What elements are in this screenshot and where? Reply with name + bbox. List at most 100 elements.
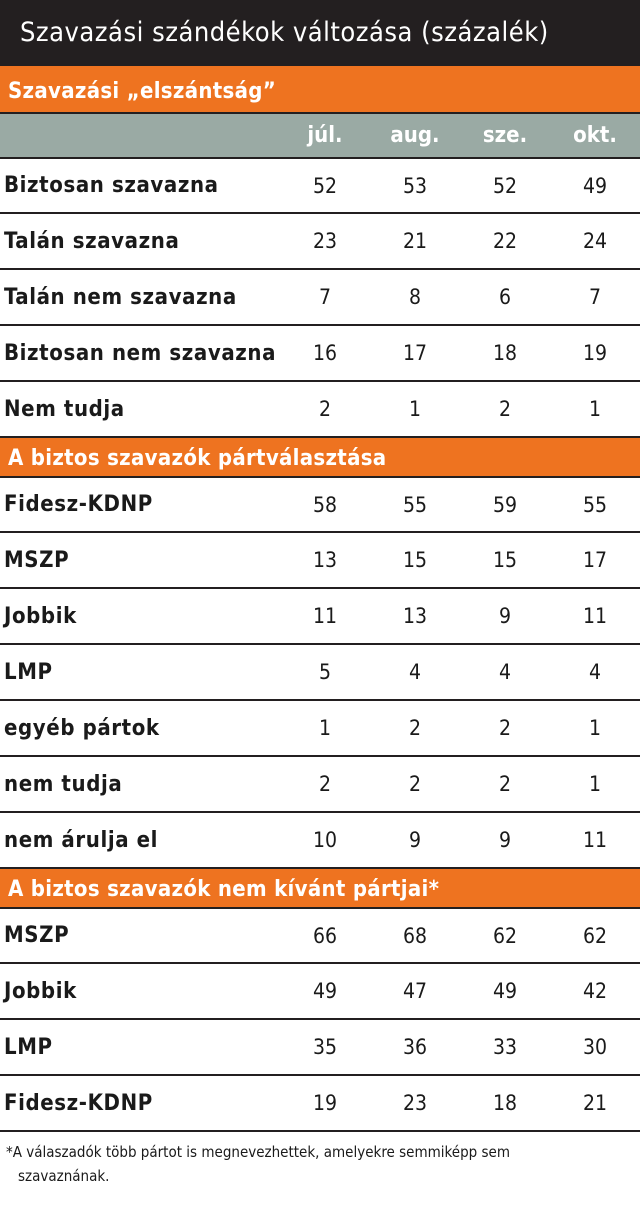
footnote-line-1: *A válaszadók több pártot is megnevezhet… xyxy=(6,1143,511,1161)
row-value-sze: 2 xyxy=(498,716,512,740)
section-party-choice: Fidesz-KDNP 58 55 59 55 MSZP 13 15 15 17 Jobbik 11 1… xyxy=(0,478,640,869)
table-row: Fidesz-KDNP 19 23 18 21 xyxy=(0,1076,640,1132)
row-label: LMP xyxy=(4,1034,53,1060)
column-header-jul: júl. xyxy=(307,123,343,148)
row-value-okt: 19 xyxy=(582,341,608,365)
row-value-aug: 23 xyxy=(402,1091,428,1115)
row-label: Talán nem szavazna xyxy=(4,284,237,310)
row-value-sze: 18 xyxy=(492,341,518,365)
table-row: nem tudja 2 2 2 1 xyxy=(0,757,640,813)
row-value-jul: 2 xyxy=(318,397,332,421)
row-value-okt: 21 xyxy=(582,1091,608,1115)
row-value-jul: 52 xyxy=(312,173,338,198)
row-value-aug: 2 xyxy=(408,716,422,740)
row-value-sze: 33 xyxy=(492,1035,518,1059)
section-bar-party-choice: A biztos szavazók pártválasztása xyxy=(0,438,640,478)
row-label: MSZP xyxy=(4,923,70,948)
row-value-jul: 11 xyxy=(312,604,338,628)
row-label: Biztosan szavazna xyxy=(4,173,219,198)
table-row: LMP 35 36 33 30 xyxy=(0,1020,640,1076)
row-value-okt: 17 xyxy=(582,548,608,572)
row-value-sze: 59 xyxy=(492,492,518,517)
footnote: *A válaszadók több pártot is megnevezhet… xyxy=(0,1132,640,1188)
row-value-jul: 66 xyxy=(312,923,338,948)
row-value-jul: 10 xyxy=(312,828,338,852)
row-value-sze: 52 xyxy=(492,173,518,198)
row-value-jul: 35 xyxy=(312,1035,338,1059)
table-row: Nem tudja 2 1 2 1 xyxy=(0,382,640,438)
row-value-sze: 4 xyxy=(498,660,512,684)
row-value-aug: 21 xyxy=(402,229,428,253)
row-value-aug: 47 xyxy=(402,979,428,1003)
row-label: egyéb pártok xyxy=(4,715,160,741)
row-value-aug: 1 xyxy=(408,397,422,421)
row-value-okt: 11 xyxy=(582,828,608,852)
row-value-aug: 8 xyxy=(408,285,422,309)
row-value-okt: 30 xyxy=(582,1035,608,1059)
row-value-aug: 53 xyxy=(402,173,428,198)
section-bar-unwanted-parties: A biztos szavazók nem kívánt pártjai* xyxy=(0,869,640,909)
row-value-sze: 2 xyxy=(498,772,512,796)
table-row: Talán szavazna 23 21 22 24 xyxy=(0,214,640,270)
table-row: MSZP 13 15 15 17 xyxy=(0,533,640,589)
row-value-jul: 58 xyxy=(312,492,338,517)
row-value-sze: 22 xyxy=(492,229,518,253)
section-bar-determination: Szavazási „elszántság” xyxy=(0,66,640,114)
row-label: Talán szavazna xyxy=(4,228,180,254)
row-label: LMP xyxy=(4,659,53,685)
row-value-jul: 16 xyxy=(312,341,338,365)
row-value-sze: 9 xyxy=(498,828,512,852)
row-value-sze: 49 xyxy=(492,979,518,1003)
row-value-okt: 62 xyxy=(582,923,608,948)
row-value-jul: 23 xyxy=(312,229,338,253)
row-value-sze: 18 xyxy=(492,1091,518,1115)
row-value-sze: 2 xyxy=(498,397,512,421)
row-value-okt: 1 xyxy=(588,397,602,421)
table-row: Jobbik 49 47 49 42 xyxy=(0,964,640,1020)
row-value-jul: 1 xyxy=(318,716,332,740)
column-header-okt: okt. xyxy=(573,123,617,148)
row-value-jul: 2 xyxy=(318,772,332,796)
title-bar: Szavazási szándékok változása (százalék) xyxy=(0,0,640,66)
column-header-row: júl. aug. sze. okt. xyxy=(0,114,640,159)
row-value-jul: 19 xyxy=(312,1091,338,1115)
table-row: LMP 5 4 4 4 xyxy=(0,645,640,701)
table-row: Talán nem szavazna 7 8 6 7 xyxy=(0,270,640,326)
row-value-okt: 55 xyxy=(582,492,608,517)
section-determination: Biztosan szavazna 52 53 52 49 Talán szavazna 2… xyxy=(0,159,640,438)
row-label: MSZP xyxy=(4,547,70,573)
row-value-okt: 24 xyxy=(582,229,608,253)
row-value-sze: 6 xyxy=(498,285,512,309)
table-row: Biztosan nem szavazna 16 17 18 19 xyxy=(0,326,640,382)
row-label: Fidesz-KDNP xyxy=(4,492,153,517)
row-value-aug: 17 xyxy=(402,341,428,365)
row-label: Jobbik xyxy=(4,603,77,629)
column-header-sze: sze. xyxy=(482,123,528,148)
row-value-sze: 15 xyxy=(492,548,518,572)
row-value-aug: 15 xyxy=(402,548,428,572)
column-header-aug: aug. xyxy=(390,123,440,148)
table-row: Fidesz-KDNP 58 55 59 55 xyxy=(0,478,640,533)
row-value-aug: 9 xyxy=(408,828,422,852)
table-row: Jobbik 11 13 9 11 xyxy=(0,589,640,645)
row-label: nem tudja xyxy=(4,771,123,797)
row-value-aug: 2 xyxy=(408,772,422,796)
row-label: Jobbik xyxy=(4,978,77,1004)
row-label: Fidesz-KDNP xyxy=(4,1090,153,1116)
table-row: Biztosan szavazna 52 53 52 49 xyxy=(0,159,640,214)
row-value-okt: 49 xyxy=(582,173,608,198)
row-value-okt: 42 xyxy=(582,979,608,1003)
row-value-okt: 4 xyxy=(588,660,602,684)
row-value-okt: 11 xyxy=(582,604,608,628)
row-value-okt: 1 xyxy=(588,772,602,796)
table-row: nem árulja el 10 9 9 11 xyxy=(0,813,640,869)
row-label: Nem tudja xyxy=(4,396,125,422)
row-label: Biztosan nem szavazna xyxy=(4,340,277,366)
row-value-okt: 7 xyxy=(588,285,602,309)
row-value-aug: 36 xyxy=(402,1035,428,1059)
section-unwanted-parties: MSZP 66 68 62 62 Jobbik 49 47 49 42 LMP 35 36 33 30 Fid… xyxy=(0,909,640,1132)
row-value-sze: 9 xyxy=(498,604,512,628)
row-value-aug: 68 xyxy=(402,923,428,948)
row-value-jul: 13 xyxy=(312,548,338,572)
row-value-sze: 62 xyxy=(492,923,518,948)
